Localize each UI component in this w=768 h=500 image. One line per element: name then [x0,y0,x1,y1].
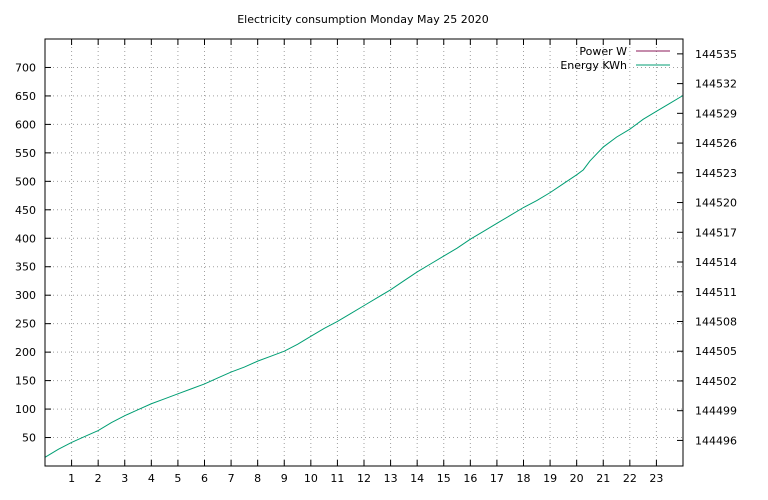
legend-label: Power W [579,45,627,58]
x-tick-label: 8 [254,472,261,485]
y2-tick-label: 144535 [695,48,737,61]
x-tick-label: 23 [649,472,663,485]
legend-label: Energy KWh [560,59,627,72]
y-tick-label: 150 [15,375,36,388]
x-tick-label: 4 [148,472,155,485]
y2-tick-label: 144520 [695,197,737,210]
x-tick-label: 16 [463,472,477,485]
y2-tick-label: 144526 [695,137,737,150]
x-tick-label: 2 [95,472,102,485]
x-tick-label: 9 [281,472,288,485]
y-tick-label: 400 [15,232,36,245]
series-line-1 [44,95,684,458]
y2-tick-label: 144505 [695,345,737,358]
y-tick-label: 50 [22,432,36,445]
tick-labels: 1 2 3 4 5 6 7 8 9 10 11 12 13 14 15 16 17 18 19 20 21 22 23501… [15,48,737,485]
y2-tick-label: 144523 [695,167,737,180]
y2-tick-label: 144508 [695,315,737,328]
x-tick-label: 12 [357,472,371,485]
y2-tick-label: 144517 [695,226,737,239]
y-tick-label: 550 [15,147,36,160]
y-tick-label: 600 [15,118,36,131]
y-tick-label: 100 [15,403,36,416]
x-tick-label: 21 [596,472,610,485]
x-tick-label: 20 [570,472,584,485]
axis-ticks [45,39,683,466]
x-tick-label: 18 [517,472,531,485]
y2-tick-label: 144532 [695,78,737,91]
y2-tick-label: 144499 [695,405,737,418]
x-tick-label: 17 [490,472,504,485]
y2-tick-label: 144502 [695,375,737,388]
grid-lines [45,39,683,466]
x-tick-label: 5 [174,472,181,485]
x-tick-label: 10 [304,472,318,485]
y-tick-label: 200 [15,346,36,359]
y-tick-label: 700 [15,61,36,74]
x-tick-label: 7 [228,472,235,485]
chart-title: Electricity consumption Monday May 25 20… [237,13,489,26]
plot-data [44,95,684,458]
x-tick-label: 15 [437,472,451,485]
y2-tick-label: 144511 [695,286,737,299]
x-tick-label: 3 [121,472,128,485]
y-tick-label: 300 [15,289,36,302]
y-tick-label: 500 [15,175,36,188]
y2-tick-label: 144529 [695,107,737,120]
x-tick-label: 1 [68,472,75,485]
y2-tick-label: 144514 [695,256,737,269]
y2-tick-label: 144496 [695,434,737,447]
x-tick-label: 14 [410,472,424,485]
x-tick-label: 6 [201,472,208,485]
x-tick-label: 22 [623,472,637,485]
x-tick-label: 19 [543,472,557,485]
x-tick-label: 11 [330,472,344,485]
y-tick-label: 450 [15,204,36,217]
y-tick-label: 250 [15,318,36,331]
x-tick-label: 13 [384,472,398,485]
y-tick-label: 650 [15,90,36,103]
y-tick-label: 350 [15,261,36,274]
